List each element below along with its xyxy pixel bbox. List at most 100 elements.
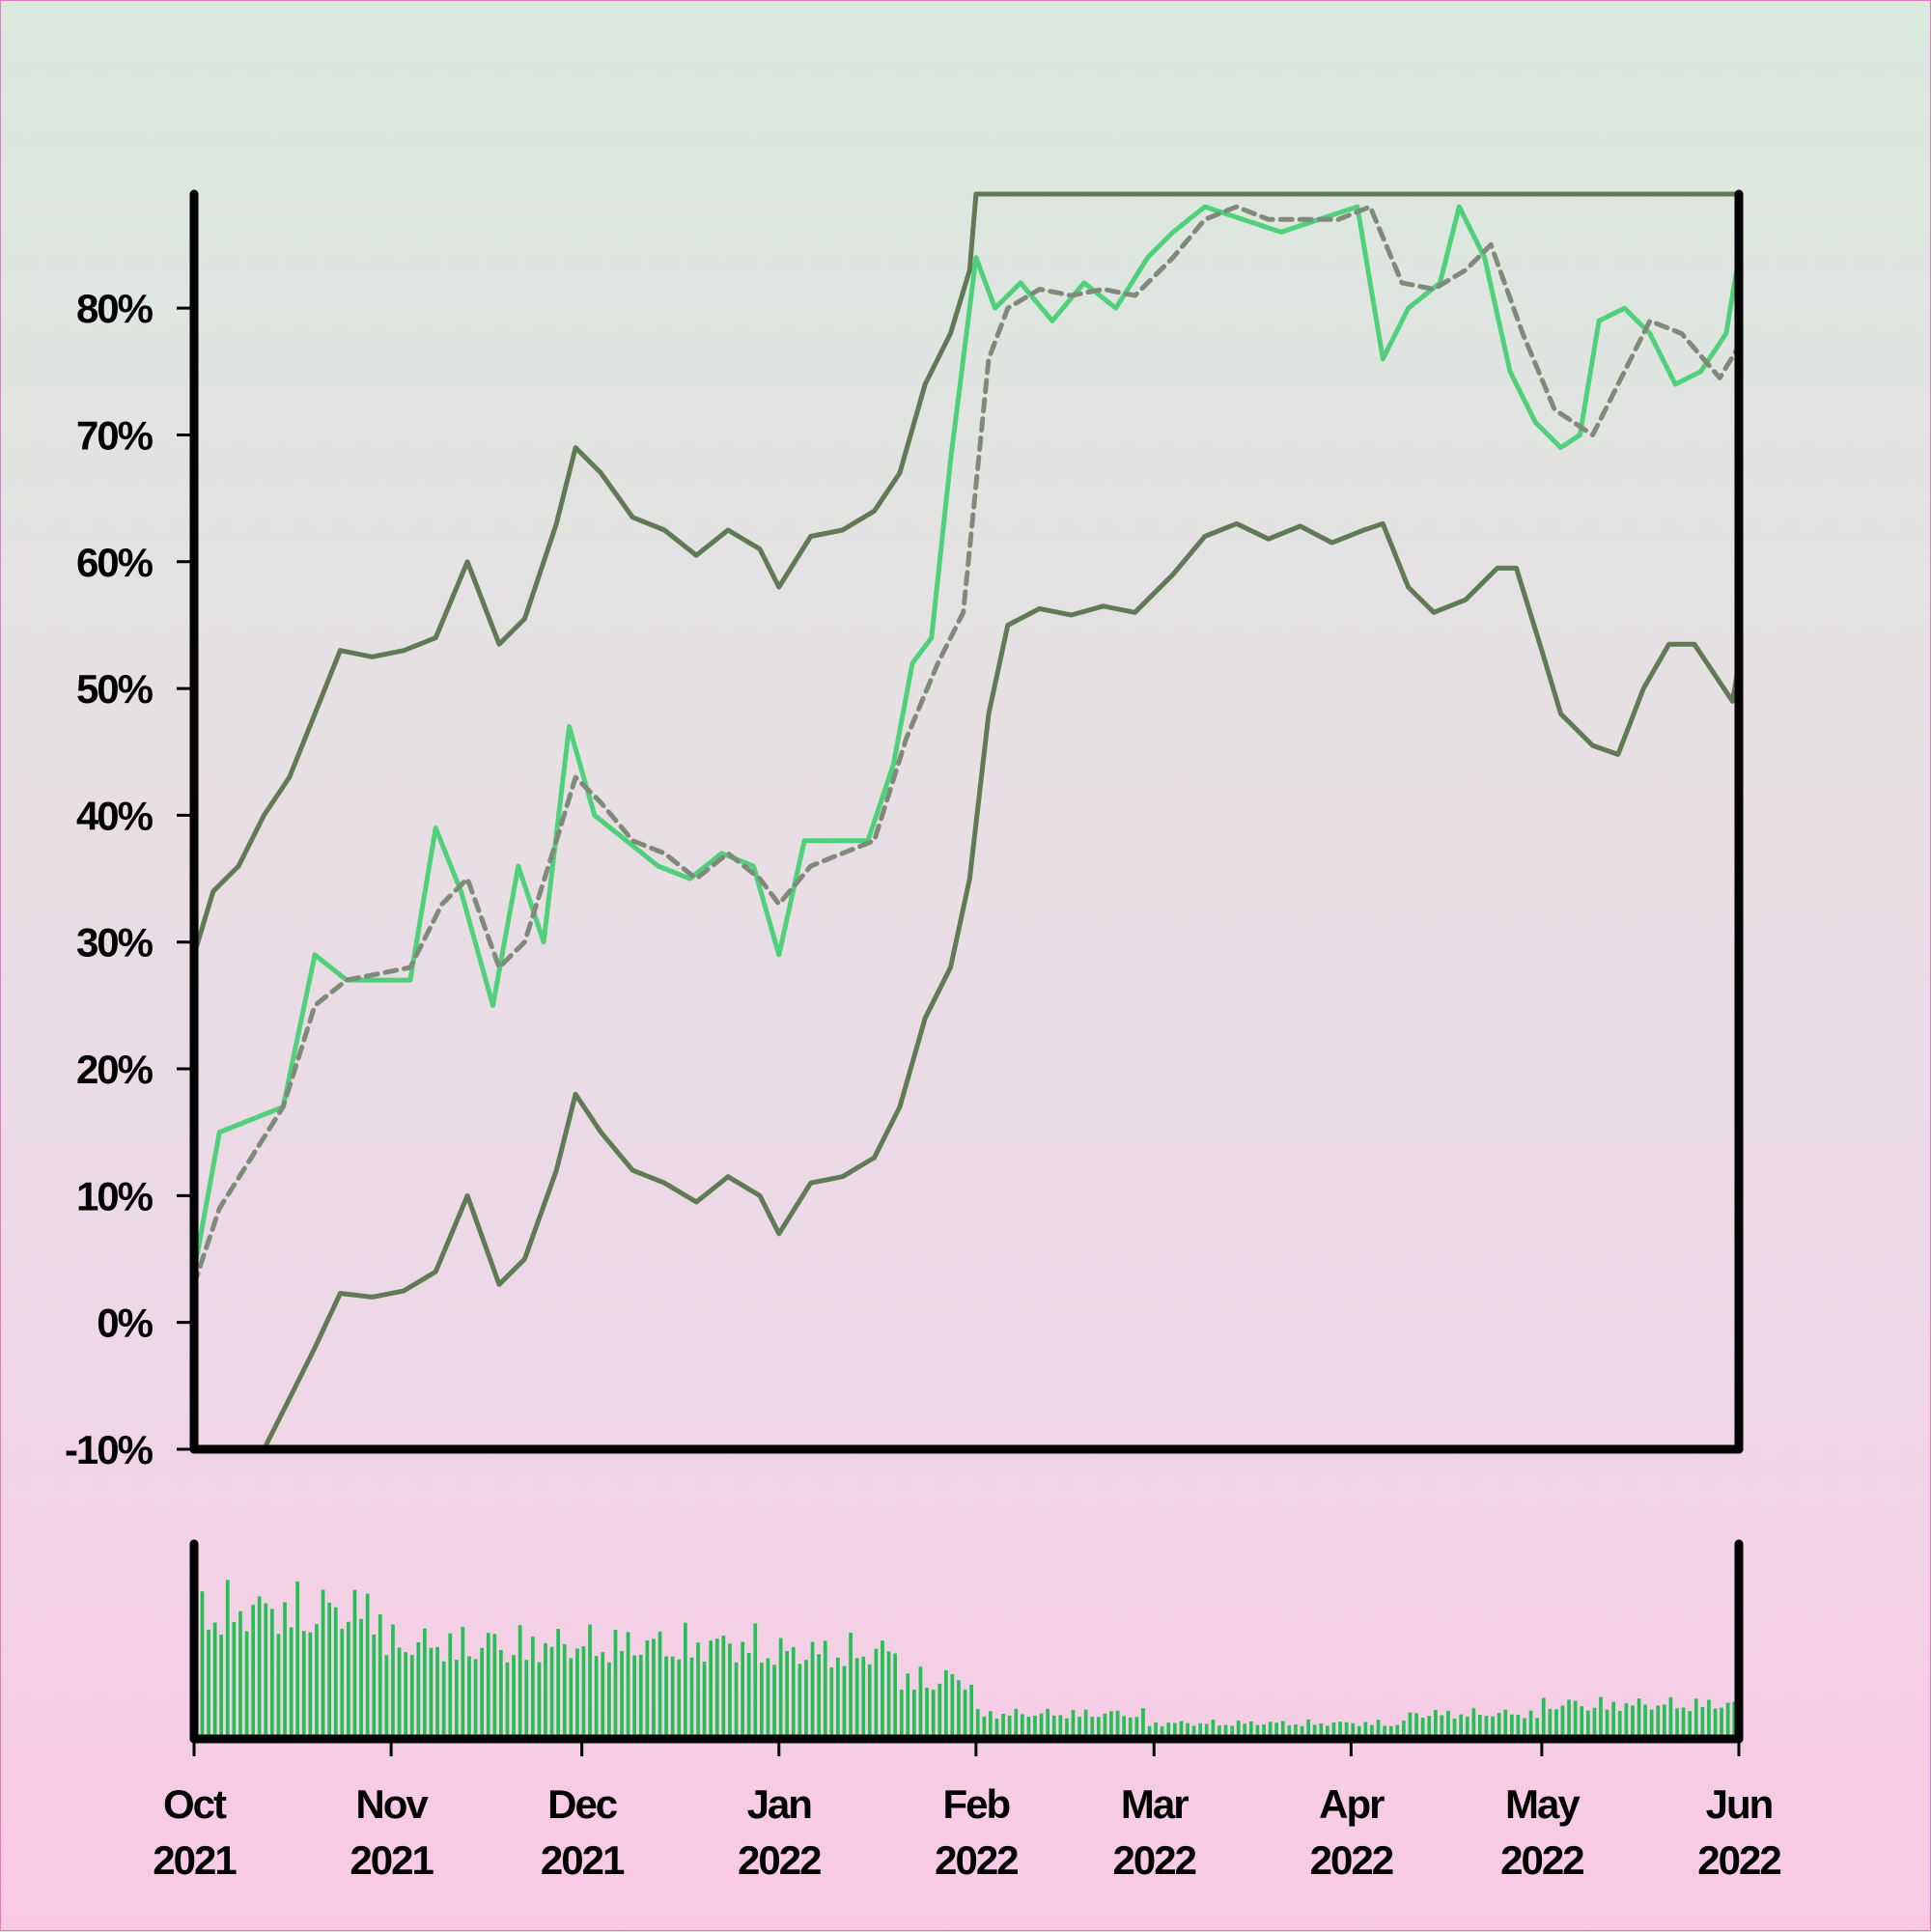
volume-bar (950, 1674, 955, 1739)
volume-bar (404, 1652, 407, 1739)
volume-bar (1262, 1724, 1266, 1739)
y-tick-label: -10% (65, 1427, 154, 1472)
volume-bar (289, 1627, 294, 1739)
x-tick-month: Apr (1319, 1781, 1385, 1827)
x-tick-year: 2022 (1697, 1837, 1780, 1883)
volume-bar (760, 1663, 764, 1739)
volume-bar (1141, 1708, 1145, 1739)
volume-bar (607, 1662, 611, 1739)
x-tick-year: 2021 (153, 1837, 237, 1883)
volume-bar (734, 1662, 739, 1739)
x-tick-year: 2022 (935, 1837, 1018, 1883)
volume-bar (1548, 1708, 1553, 1739)
volume-bar (569, 1658, 574, 1739)
volume-bar (925, 1688, 929, 1739)
volume-bar (982, 1716, 987, 1739)
volume-bar (1478, 1715, 1482, 1739)
volume-bar (881, 1640, 884, 1739)
volume-bar (1560, 1705, 1565, 1739)
volume-bar (1033, 1715, 1037, 1739)
volume-bar (499, 1649, 503, 1739)
volume-bar (1306, 1719, 1310, 1739)
volume-bar (753, 1623, 758, 1739)
volume-bar (1046, 1708, 1049, 1739)
x-tick-month: Feb (943, 1781, 1010, 1827)
x-tick-month: Dec (547, 1781, 618, 1827)
volume-bar (1065, 1718, 1069, 1739)
volume-bar (1611, 1701, 1615, 1739)
volume-bar (264, 1603, 268, 1739)
y-tick-label: 80% (76, 286, 154, 331)
volume-bar (1637, 1698, 1641, 1739)
y-tick-label: 60% (76, 540, 154, 585)
x-tick-year: 2022 (1500, 1837, 1583, 1883)
volume-bar (1294, 1724, 1298, 1739)
upper-band-layer (191, 191, 1742, 958)
volume-bar (1166, 1722, 1171, 1739)
volume-bar (1147, 1725, 1152, 1739)
volume-bar (1268, 1722, 1273, 1739)
volume-bar (620, 1651, 624, 1739)
volume-bar (849, 1633, 853, 1739)
volume-bar (544, 1642, 547, 1739)
volume-bar (1567, 1699, 1571, 1739)
volume-bar (1331, 1722, 1336, 1739)
volume-bar (893, 1653, 897, 1739)
x-tick-year: 2022 (738, 1837, 821, 1883)
volume-bar (766, 1658, 770, 1739)
volume-bar (702, 1662, 707, 1739)
lower-band-layer (261, 520, 1742, 1452)
volume-bar (874, 1648, 879, 1739)
volume-bar (1554, 1709, 1558, 1739)
x-tick-month: Jan (747, 1781, 812, 1827)
volume-bar (1191, 1725, 1196, 1739)
volume-bar (1357, 1725, 1361, 1739)
volume-bar (219, 1635, 223, 1739)
volume-bar (1465, 1717, 1469, 1739)
volume-bar (1007, 1715, 1012, 1739)
volume-bar (441, 1661, 446, 1739)
volume-bar (626, 1632, 630, 1739)
volume-bar (518, 1625, 522, 1739)
volume-bar (1427, 1716, 1432, 1739)
volume-bar (861, 1656, 866, 1739)
x-tick-month: Nov (355, 1781, 429, 1827)
volume-bar (1471, 1708, 1476, 1739)
price-line-layer (191, 204, 1742, 1274)
volume-bar (1051, 1715, 1056, 1739)
volume-bar (1039, 1713, 1044, 1739)
volume-bar (1217, 1725, 1221, 1739)
volume-bar (588, 1624, 592, 1739)
volume-bar (1204, 1723, 1209, 1739)
volume-bar (352, 1589, 357, 1739)
price-line (191, 204, 1742, 1274)
volume-bar (696, 1642, 700, 1739)
volume-bar (327, 1602, 331, 1739)
volume-bar (340, 1628, 345, 1739)
volume-bar (1001, 1714, 1005, 1739)
volume-bar (1414, 1713, 1418, 1739)
volume-bar (1725, 1702, 1730, 1739)
volume-bar (1440, 1715, 1444, 1739)
volume-bar (225, 1580, 230, 1739)
y-tick-label: 20% (76, 1047, 154, 1092)
x-tick-month: May (1505, 1781, 1581, 1827)
volume-bar (359, 1618, 363, 1739)
volume-bar (1681, 1707, 1686, 1739)
volume-bar (257, 1596, 262, 1739)
volume-bar (658, 1631, 662, 1739)
volume-bar (315, 1624, 319, 1739)
volume-bar (1280, 1721, 1285, 1739)
volume-bar (1326, 1725, 1329, 1739)
volume-bar (1434, 1709, 1438, 1739)
volume-bar (1109, 1711, 1113, 1739)
volume-bar (1452, 1718, 1457, 1739)
volume-bar (232, 1621, 237, 1739)
volume-bar (1541, 1697, 1546, 1739)
volume-bar (1700, 1707, 1705, 1739)
volume-bar (728, 1643, 732, 1739)
x-tick-year: 2021 (541, 1837, 625, 1883)
volume-bar (842, 1666, 847, 1739)
volume-bar (664, 1656, 668, 1739)
